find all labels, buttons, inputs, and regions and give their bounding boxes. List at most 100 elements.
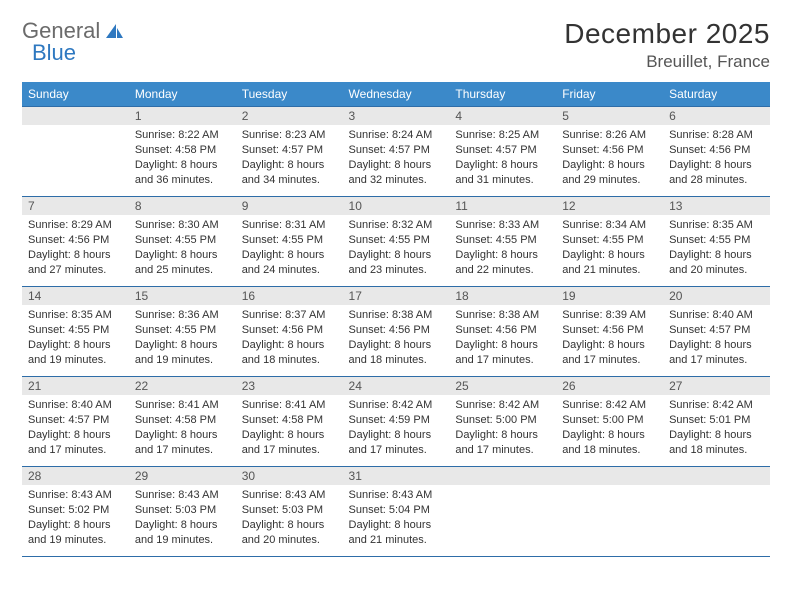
col-friday: Friday — [556, 82, 663, 107]
col-sunday: Sunday — [22, 82, 129, 107]
day-number: 10 — [343, 197, 450, 215]
calendar-row: 7Sunrise: 8:29 AMSunset: 4:56 PMDaylight… — [22, 197, 770, 287]
day-number: 21 — [22, 377, 129, 395]
calendar-cell: 30Sunrise: 8:43 AMSunset: 5:03 PMDayligh… — [236, 467, 343, 557]
day-details: Sunrise: 8:39 AMSunset: 4:56 PMDaylight:… — [556, 305, 663, 373]
day-details: Sunrise: 8:34 AMSunset: 4:55 PMDaylight:… — [556, 215, 663, 283]
day-details: Sunrise: 8:30 AMSunset: 4:55 PMDaylight:… — [129, 215, 236, 283]
col-wednesday: Wednesday — [343, 82, 450, 107]
day-number: 11 — [449, 197, 556, 215]
calendar-cell: 16Sunrise: 8:37 AMSunset: 4:56 PMDayligh… — [236, 287, 343, 377]
calendar-row: 1Sunrise: 8:22 AMSunset: 4:58 PMDaylight… — [22, 107, 770, 197]
day-details: Sunrise: 8:29 AMSunset: 4:56 PMDaylight:… — [22, 215, 129, 283]
calendar-cell: 15Sunrise: 8:36 AMSunset: 4:55 PMDayligh… — [129, 287, 236, 377]
day-details: Sunrise: 8:43 AMSunset: 5:03 PMDaylight:… — [236, 485, 343, 553]
day-details: Sunrise: 8:23 AMSunset: 4:57 PMDaylight:… — [236, 125, 343, 193]
day-number: 24 — [343, 377, 450, 395]
calendar-cell: 17Sunrise: 8:38 AMSunset: 4:56 PMDayligh… — [343, 287, 450, 377]
calendar-cell: 25Sunrise: 8:42 AMSunset: 5:00 PMDayligh… — [449, 377, 556, 467]
day-number: 20 — [663, 287, 770, 305]
day-number: 30 — [236, 467, 343, 485]
col-monday: Monday — [129, 82, 236, 107]
day-details: Sunrise: 8:22 AMSunset: 4:58 PMDaylight:… — [129, 125, 236, 193]
calendar-cell: 7Sunrise: 8:29 AMSunset: 4:56 PMDaylight… — [22, 197, 129, 287]
calendar-cell: 26Sunrise: 8:42 AMSunset: 5:00 PMDayligh… — [556, 377, 663, 467]
day-number: 5 — [556, 107, 663, 125]
day-number: 8 — [129, 197, 236, 215]
calendar-cell: 12Sunrise: 8:34 AMSunset: 4:55 PMDayligh… — [556, 197, 663, 287]
col-tuesday: Tuesday — [236, 82, 343, 107]
page-title: December 2025 — [564, 18, 770, 50]
day-number: 25 — [449, 377, 556, 395]
col-saturday: Saturday — [663, 82, 770, 107]
calendar-row: 14Sunrise: 8:35 AMSunset: 4:55 PMDayligh… — [22, 287, 770, 377]
day-number: 2 — [236, 107, 343, 125]
day-number-empty — [663, 467, 770, 485]
day-details: Sunrise: 8:38 AMSunset: 4:56 PMDaylight:… — [343, 305, 450, 373]
day-details: Sunrise: 8:43 AMSunset: 5:04 PMDaylight:… — [343, 485, 450, 553]
day-details: Sunrise: 8:37 AMSunset: 4:56 PMDaylight:… — [236, 305, 343, 373]
calendar-cell: 19Sunrise: 8:39 AMSunset: 4:56 PMDayligh… — [556, 287, 663, 377]
day-number: 22 — [129, 377, 236, 395]
calendar-cell: 13Sunrise: 8:35 AMSunset: 4:55 PMDayligh… — [663, 197, 770, 287]
calendar-cell: 21Sunrise: 8:40 AMSunset: 4:57 PMDayligh… — [22, 377, 129, 467]
day-details: Sunrise: 8:43 AMSunset: 5:02 PMDaylight:… — [22, 485, 129, 553]
day-number: 4 — [449, 107, 556, 125]
calendar-row: 21Sunrise: 8:40 AMSunset: 4:57 PMDayligh… — [22, 377, 770, 467]
day-number: 1 — [129, 107, 236, 125]
day-number-empty — [556, 467, 663, 485]
day-details: Sunrise: 8:35 AMSunset: 4:55 PMDaylight:… — [22, 305, 129, 373]
day-details: Sunrise: 8:42 AMSunset: 4:59 PMDaylight:… — [343, 395, 450, 463]
day-number: 3 — [343, 107, 450, 125]
day-number: 31 — [343, 467, 450, 485]
day-number: 16 — [236, 287, 343, 305]
day-details: Sunrise: 8:42 AMSunset: 5:00 PMDaylight:… — [556, 395, 663, 463]
day-details: Sunrise: 8:41 AMSunset: 4:58 PMDaylight:… — [129, 395, 236, 463]
day-details: Sunrise: 8:28 AMSunset: 4:56 PMDaylight:… — [663, 125, 770, 193]
calendar-cell: 18Sunrise: 8:38 AMSunset: 4:56 PMDayligh… — [449, 287, 556, 377]
day-number: 26 — [556, 377, 663, 395]
weekday-header-row: Sunday Monday Tuesday Wednesday Thursday… — [22, 82, 770, 107]
day-details: Sunrise: 8:35 AMSunset: 4:55 PMDaylight:… — [663, 215, 770, 283]
calendar-cell: 31Sunrise: 8:43 AMSunset: 5:04 PMDayligh… — [343, 467, 450, 557]
calendar-cell: 27Sunrise: 8:42 AMSunset: 5:01 PMDayligh… — [663, 377, 770, 467]
day-details: Sunrise: 8:40 AMSunset: 4:57 PMDaylight:… — [663, 305, 770, 373]
day-details: Sunrise: 8:33 AMSunset: 4:55 PMDaylight:… — [449, 215, 556, 283]
logo-sail-icon — [104, 22, 124, 40]
calendar-cell: 24Sunrise: 8:42 AMSunset: 4:59 PMDayligh… — [343, 377, 450, 467]
day-number: 17 — [343, 287, 450, 305]
calendar-cell: 23Sunrise: 8:41 AMSunset: 4:58 PMDayligh… — [236, 377, 343, 467]
calendar-cell: 20Sunrise: 8:40 AMSunset: 4:57 PMDayligh… — [663, 287, 770, 377]
day-number: 6 — [663, 107, 770, 125]
calendar-cell — [663, 467, 770, 557]
day-number: 15 — [129, 287, 236, 305]
day-details: Sunrise: 8:41 AMSunset: 4:58 PMDaylight:… — [236, 395, 343, 463]
calendar-cell: 6Sunrise: 8:28 AMSunset: 4:56 PMDaylight… — [663, 107, 770, 197]
calendar-cell: 9Sunrise: 8:31 AMSunset: 4:55 PMDaylight… — [236, 197, 343, 287]
day-details: Sunrise: 8:42 AMSunset: 5:00 PMDaylight:… — [449, 395, 556, 463]
calendar-cell: 3Sunrise: 8:24 AMSunset: 4:57 PMDaylight… — [343, 107, 450, 197]
header: General December 2025 Breuillet, France — [22, 18, 770, 72]
calendar-cell — [449, 467, 556, 557]
day-details: Sunrise: 8:43 AMSunset: 5:03 PMDaylight:… — [129, 485, 236, 553]
day-number: 13 — [663, 197, 770, 215]
day-details: Sunrise: 8:42 AMSunset: 5:01 PMDaylight:… — [663, 395, 770, 463]
day-details: Sunrise: 8:36 AMSunset: 4:55 PMDaylight:… — [129, 305, 236, 373]
logo-text-blue: Blue — [32, 40, 76, 66]
calendar-cell: 5Sunrise: 8:26 AMSunset: 4:56 PMDaylight… — [556, 107, 663, 197]
calendar-cell: 22Sunrise: 8:41 AMSunset: 4:58 PMDayligh… — [129, 377, 236, 467]
calendar-cell: 10Sunrise: 8:32 AMSunset: 4:55 PMDayligh… — [343, 197, 450, 287]
calendar-table: Sunday Monday Tuesday Wednesday Thursday… — [22, 82, 770, 557]
day-number-empty — [449, 467, 556, 485]
calendar-cell: 2Sunrise: 8:23 AMSunset: 4:57 PMDaylight… — [236, 107, 343, 197]
day-details: Sunrise: 8:31 AMSunset: 4:55 PMDaylight:… — [236, 215, 343, 283]
day-number: 18 — [449, 287, 556, 305]
location-label: Breuillet, France — [564, 52, 770, 72]
calendar-cell — [22, 107, 129, 197]
day-details: Sunrise: 8:38 AMSunset: 4:56 PMDaylight:… — [449, 305, 556, 373]
day-number: 28 — [22, 467, 129, 485]
day-number: 19 — [556, 287, 663, 305]
day-number: 12 — [556, 197, 663, 215]
day-number: 9 — [236, 197, 343, 215]
day-number: 14 — [22, 287, 129, 305]
